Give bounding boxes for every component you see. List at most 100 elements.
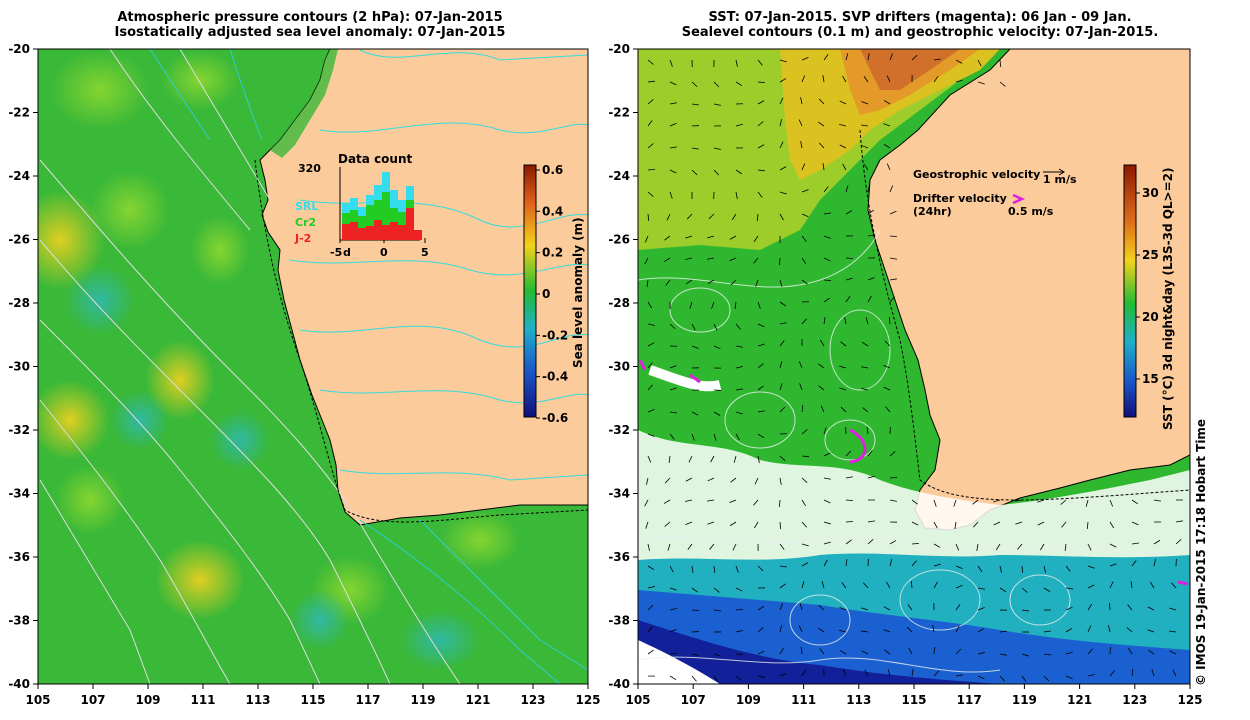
- velocity-arrow: [823, 257, 831, 262]
- velocity-arrow: [801, 455, 810, 458]
- velocity-arrow: [713, 323, 718, 331]
- velocity-arrow: [1171, 582, 1177, 589]
- velocity-arrow: [845, 257, 854, 259]
- velocity-arrow: [972, 499, 979, 505]
- velocity-arrow: [669, 587, 677, 591]
- velocity-arrow: [757, 433, 765, 439]
- velocity-arrow: [668, 455, 671, 463]
- velocity-arrow: [1153, 559, 1156, 567]
- velocity-arrow: [1109, 581, 1114, 589]
- velocity-arrow: [669, 433, 675, 440]
- velocity-arrow: [669, 675, 677, 681]
- velocity-arrow: [669, 59, 673, 67]
- velocity-arrow: [688, 455, 693, 463]
- velocity-arrow: [801, 669, 806, 677]
- velocity-arrow: [647, 191, 654, 197]
- x-tick-label: 115: [901, 693, 926, 707]
- velocity-arrow: [647, 455, 652, 463]
- velocity-arrow: [823, 499, 831, 504]
- velocity-arrow: [867, 277, 875, 281]
- velocity-arrow: [1131, 560, 1137, 567]
- velocity-arrow: [779, 301, 786, 307]
- velocity-arrow: [664, 521, 671, 527]
- velocity-arrow: [867, 450, 873, 457]
- velocity-arrow: [883, 123, 891, 127]
- inset-x-tick-extra: d: [343, 246, 351, 259]
- velocity-arrow: [687, 543, 693, 550]
- velocity-arrow: [864, 669, 869, 677]
- velocity-arrow: [754, 477, 759, 485]
- inset-max-label: 320: [298, 162, 321, 175]
- velocity-arrow: [646, 477, 649, 485]
- velocity-arrow: [1043, 653, 1051, 656]
- velocity-arrow: [863, 163, 869, 171]
- velocity-arrow: [867, 185, 870, 193]
- velocity-arrow: [839, 650, 847, 655]
- velocity-arrow: [1109, 499, 1114, 507]
- velocity-arrow: [1021, 653, 1029, 657]
- x-tick-label: 113: [245, 693, 270, 707]
- y-tick-label: -24: [608, 169, 630, 183]
- velocity-arrow: [779, 119, 783, 127]
- drifter-label: Drifter velocity: [913, 192, 1007, 205]
- velocity-arrow: [757, 301, 761, 309]
- velocity-arrow: [735, 388, 743, 391]
- velocity-arrow: [1153, 539, 1161, 545]
- velocity-arrow: [883, 606, 891, 611]
- velocity-arrow: [818, 604, 825, 611]
- velocity-arrow: [911, 542, 920, 545]
- velocity-arrow: [669, 652, 678, 655]
- velocity-arrow: [845, 499, 854, 502]
- velocity-arrow: [976, 543, 979, 551]
- velocity-arrow: [932, 625, 935, 633]
- velocity-arrow: [779, 406, 786, 413]
- velocity-arrow: [1065, 565, 1071, 572]
- velocity-arrow: [708, 213, 715, 220]
- velocity-arrow: [1037, 521, 1045, 526]
- velocity-arrow: [669, 102, 677, 105]
- velocity-arrow: [1151, 669, 1155, 677]
- velocity-arrow: [1065, 675, 1073, 679]
- velocity-arrow: [911, 560, 917, 567]
- colorbar-tick-label: 0.2: [542, 246, 563, 260]
- velocity-arrow: [647, 80, 655, 83]
- velocity-arrow: [911, 669, 914, 677]
- velocity-arrow: [779, 521, 781, 530]
- velocity-arrow: [1175, 539, 1182, 545]
- velocity-arrow: [663, 257, 671, 263]
- velocity-arrow: [757, 410, 765, 413]
- velocity-arrow: [735, 323, 741, 330]
- inset-x-tick-1: 0: [380, 246, 388, 259]
- velocity-arrow: [817, 121, 825, 127]
- velocity-arrow: [889, 278, 897, 281]
- velocity-arrow: [1043, 630, 1051, 633]
- velocity-arrow: [884, 340, 891, 347]
- velocity-arrow: [1131, 499, 1139, 505]
- velocity-arrow: [1021, 609, 1029, 612]
- left-title-line2: Isostatically adjusted sea level anomaly…: [114, 25, 506, 40]
- velocity-arrow: [798, 625, 803, 633]
- velocity-arrow: [977, 607, 985, 611]
- velocity-arrow: [955, 565, 963, 569]
- velocity-arrow: [839, 606, 847, 611]
- velocity-arrow: [644, 257, 649, 265]
- velocity-arrow: [889, 185, 894, 193]
- velocity-arrow: [691, 609, 700, 612]
- velocity-arrow: [691, 169, 698, 176]
- velocity-arrow: [729, 235, 737, 240]
- velocity-arrow: [977, 587, 985, 590]
- velocity-arrow: [779, 565, 787, 568]
- velocity-arrow: [863, 582, 869, 589]
- velocity-arrow: [779, 625, 783, 633]
- velocity-arrow: [730, 477, 737, 483]
- velocity-arrow: [1043, 675, 1050, 682]
- velocity-arrow: [778, 499, 781, 508]
- velocity-arrow: [735, 433, 740, 441]
- velocity-arrow: [757, 385, 764, 391]
- y-tick-label: -36: [608, 550, 630, 564]
- velocity-arrow: [710, 455, 715, 463]
- velocity-arrow: [889, 296, 895, 303]
- velocity-arrow: [735, 675, 742, 681]
- velocity-arrow: [867, 520, 875, 523]
- velocity-arrow: [933, 563, 941, 567]
